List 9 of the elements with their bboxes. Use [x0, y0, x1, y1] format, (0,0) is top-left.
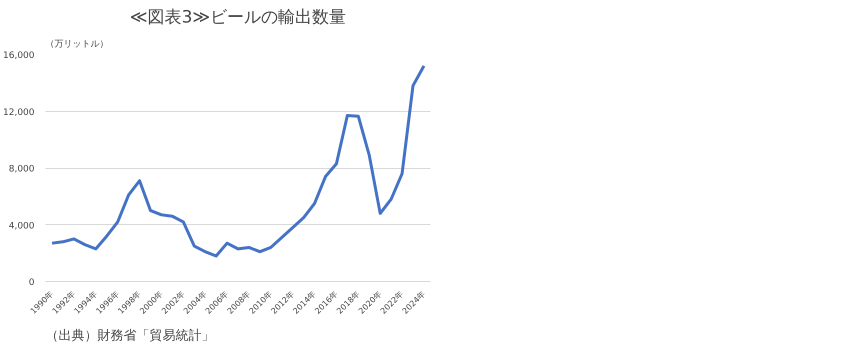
y-tick-label: 4,000	[8, 221, 35, 232]
y-tick-label: 12,000	[3, 108, 35, 118]
chart-title: ≪図表3≫ビールの輸出数量	[130, 8, 346, 28]
text: （出典）財務省「貿易統計」	[46, 328, 214, 344]
y-tick-label: 0	[28, 278, 35, 288]
line-series	[50, 64, 426, 258]
y-axis-title: （万リットル）	[46, 40, 108, 50]
y-tick-label: 16,000	[3, 51, 35, 61]
y-tick-label: 8,000	[8, 164, 35, 174]
